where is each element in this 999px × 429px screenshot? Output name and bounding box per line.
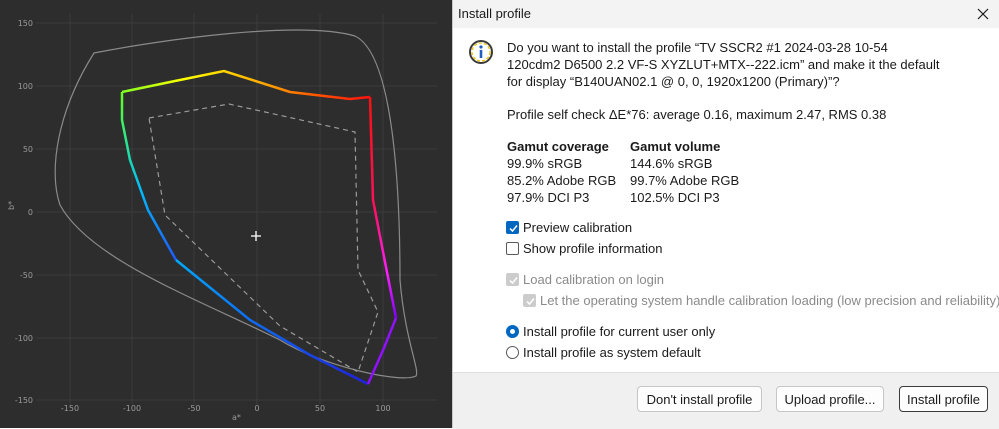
checkmark-icon	[509, 225, 518, 233]
gamut-edge-green-red	[121, 69, 371, 101]
y-tick-label: 100	[18, 82, 33, 91]
coverage-adobe-rgb: 85.2% Adobe RGB	[507, 173, 617, 188]
install-profile-dialog: Install profile Do you want to install t…	[452, 0, 999, 429]
x-tick-label: 100	[375, 404, 390, 413]
dialog-title: Install profile	[458, 6, 531, 21]
close-icon	[977, 8, 989, 20]
install-profile-button[interactable]: Install profile	[899, 386, 988, 412]
x-axis-title: a*	[232, 413, 241, 422]
gamut-edge-cyan-blue	[175, 259, 369, 386]
gamut-coverage-header: Gamut coverage	[507, 139, 609, 154]
load-calibration-label: Load calibration on login	[523, 272, 664, 287]
spectral-locus-outline	[54, 29, 418, 379]
x-tick-label: -150	[61, 404, 79, 413]
question-line-3: for display “B140UAN02.1 @ 0, 0, 1920x12…	[507, 74, 840, 89]
gamut-plot: -150 -100 -50 0 50 100 150 100 50 0 -50 -100 -150 a*…	[0, 0, 452, 428]
y-tick-label: 150	[18, 19, 33, 28]
y-tick-label: 50	[23, 145, 33, 154]
title-bar: Install profile	[453, 0, 999, 28]
info-icon	[469, 40, 493, 64]
os-handle-calibration-checkbox	[523, 294, 536, 307]
plot-grid	[36, 14, 437, 404]
show-profile-information-checkbox[interactable]	[506, 242, 519, 255]
y-axis-title: b*	[7, 201, 16, 210]
volume-dci-p3: 102.5% DCI P3	[630, 190, 720, 205]
y-tick-label: -50	[20, 271, 33, 280]
install-system-default-radio[interactable]	[506, 346, 519, 359]
question-line-2: 120cdm2 D6500 2.2 VF-S XYZLUT+MTX--222.i…	[507, 57, 940, 72]
y-tick-label: -100	[15, 334, 33, 343]
preview-calibration-checkbox[interactable]	[506, 221, 519, 234]
x-tick-label: 50	[315, 404, 325, 413]
gamut-plot-canvas: -150 -100 -50 0 50 100 150 100 50 0 -50 -100 -150 a*…	[7, 14, 437, 422]
x-tick-label: -50	[187, 404, 200, 413]
install-current-user-label[interactable]: Install profile for current user only	[523, 324, 716, 339]
show-profile-information-label[interactable]: Show profile information	[523, 241, 663, 256]
close-button[interactable]	[966, 0, 999, 28]
y-tick-label: 0	[28, 208, 33, 217]
checkmark-icon	[509, 277, 518, 285]
load-calibration-checkbox	[506, 273, 519, 286]
question-line-1: Do you want to install the profile “TV S…	[507, 40, 888, 55]
preview-calibration-label[interactable]: Preview calibration	[523, 220, 633, 235]
y-tick-label: -150	[15, 396, 33, 405]
install-current-user-radio[interactable]	[506, 325, 519, 338]
install-system-default-label[interactable]: Install profile as system default	[523, 345, 701, 360]
volume-adobe-rgb: 99.7% Adobe RGB	[630, 173, 740, 188]
x-tick-label: 0	[254, 404, 259, 413]
volume-srgb: 144.6% sRGB	[630, 156, 713, 171]
coverage-dci-p3: 97.9% DCI P3	[507, 190, 590, 205]
gamut-edge-green-cyan	[120, 92, 178, 261]
gamut-volume-header: Gamut volume	[630, 139, 721, 154]
plot-tick-labels: -150 -100 -50 0 50 100 150 100 50 0 -50 -100 -150	[15, 19, 391, 413]
white-point-marker	[251, 231, 261, 241]
dont-install-button[interactable]: Don't install profile	[637, 386, 762, 412]
self-check-text: Profile self check ΔE*76: average 0.16, …	[507, 107, 887, 122]
checkmark-icon	[526, 298, 535, 306]
upload-profile-button[interactable]: Upload profile...	[776, 386, 884, 412]
gamut-edge-red-magenta	[368, 96, 398, 319]
os-handle-calibration-label: Let the operating system handle calibrat…	[540, 293, 999, 308]
coverage-srgb: 99.9% sRGB	[507, 156, 583, 171]
x-tick-label: -100	[123, 404, 141, 413]
gamut-edge-magenta-blue	[366, 317, 398, 385]
